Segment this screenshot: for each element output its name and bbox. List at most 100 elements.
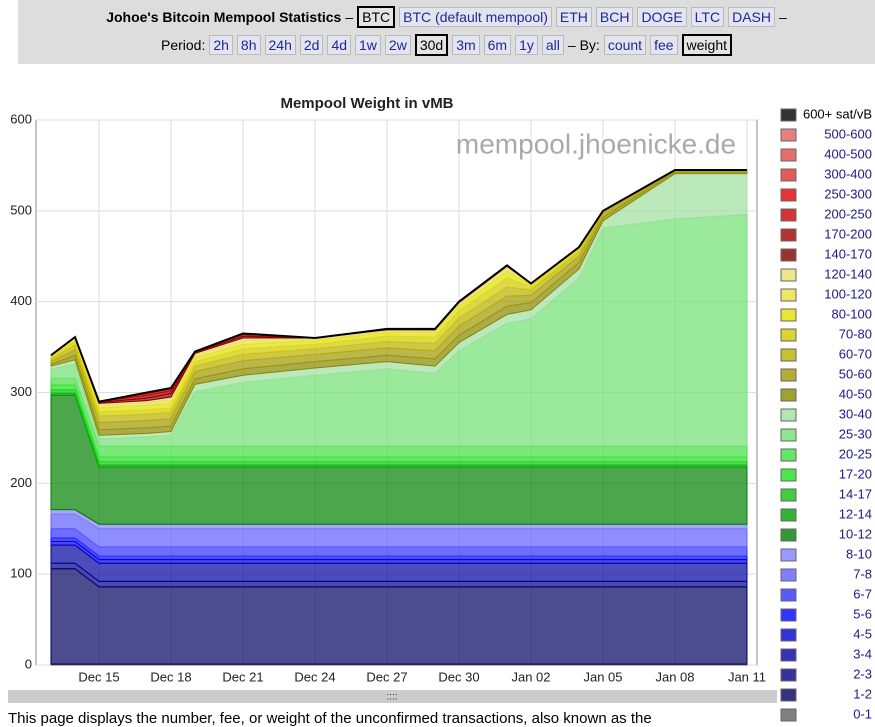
legend-swatch xyxy=(780,208,797,222)
legend-swatch xyxy=(780,268,797,282)
legend-swatch xyxy=(780,428,797,442)
legend-swatch xyxy=(780,488,797,502)
legend-label: 6-7 xyxy=(853,586,872,601)
legend-swatch xyxy=(780,248,797,262)
legend-label: 20-25 xyxy=(839,446,872,461)
legend-swatch xyxy=(780,388,797,402)
period-button[interactable]: 30d xyxy=(414,34,449,56)
legend-swatch xyxy=(780,608,797,622)
legend-label: 5-6 xyxy=(853,606,872,621)
coin-button[interactable]: BCH xyxy=(595,7,634,27)
period-button[interactable]: 24h xyxy=(264,35,296,55)
legend-label: 120-140 xyxy=(824,266,872,281)
by-label: – By: xyxy=(567,37,600,53)
resize-bar[interactable] xyxy=(8,690,777,703)
x-tick-label: Dec 15 xyxy=(78,669,119,684)
y-tick-label: 500 xyxy=(10,202,32,217)
x-tick-label: Dec 18 xyxy=(150,669,191,684)
separator: – xyxy=(779,9,787,25)
legend-swatch xyxy=(780,168,797,182)
legend-label: 140-170 xyxy=(824,246,872,261)
legend-label: 300-400 xyxy=(824,166,872,181)
legend-swatch xyxy=(780,128,797,142)
watermark: mempool.jhoenicke.de xyxy=(456,128,736,159)
legend-label: 250-300 xyxy=(824,186,872,201)
by-button[interactable]: fee xyxy=(650,35,678,55)
x-tick-label: Dec 24 xyxy=(294,669,335,684)
area xyxy=(50,168,747,403)
coin-button[interactable]: BTC (default mempool) xyxy=(399,7,552,27)
legend-label: 70-80 xyxy=(839,326,872,341)
page-title: Johoe's Bitcoin Mempool Statistics xyxy=(106,9,342,25)
legend-swatch xyxy=(780,448,797,462)
x-tick-label: Jan 05 xyxy=(583,669,622,684)
legend-swatch xyxy=(780,628,797,642)
legend-label: 500-600 xyxy=(824,126,872,141)
legend-swatch xyxy=(780,568,797,582)
coin-button[interactable]: DASH xyxy=(728,7,775,27)
coin-button[interactable]: ETH xyxy=(555,7,592,27)
legend-label: 3-4 xyxy=(853,646,872,661)
coin-button[interactable]: DOGE xyxy=(637,7,687,27)
legend-swatch xyxy=(780,668,797,682)
legend-swatch xyxy=(780,288,797,302)
chart-title: Mempool Weight in vMB xyxy=(280,95,453,112)
x-tick-label: Jan 02 xyxy=(511,669,550,684)
period-button[interactable]: 6m xyxy=(483,35,512,55)
period-row: Period: 2h 8h 24h 2d 4d 1w 2w 30d 3m 6m 1y all – By:… xyxy=(18,34,875,56)
legend-label: 600+ sat/vB xyxy=(803,106,872,121)
period-button[interactable]: 8h xyxy=(236,35,261,55)
legend-label: 2-3 xyxy=(853,666,872,681)
legend-swatch xyxy=(780,188,797,202)
coin-button[interactable]: BTC xyxy=(357,6,396,28)
legend-label: 8-10 xyxy=(846,546,872,561)
coin-button[interactable]: LTC xyxy=(690,7,725,27)
period-button[interactable]: 1w xyxy=(355,35,381,55)
legend-label: 80-100 xyxy=(832,306,872,321)
y-tick-label: 600 xyxy=(10,111,32,126)
legend-swatch xyxy=(780,348,797,362)
legend-label: 25-30 xyxy=(839,426,872,441)
legend-swatch xyxy=(780,548,797,562)
legend-swatch xyxy=(780,148,797,162)
legend-label: 40-50 xyxy=(839,386,872,401)
period-button[interactable]: 2w xyxy=(384,35,411,55)
legend-label: 12-14 xyxy=(839,506,872,521)
legend-swatch xyxy=(780,708,797,722)
header: Johoe's Bitcoin Mempool Statistics – BTC… xyxy=(18,0,875,64)
legend-swatch xyxy=(780,228,797,242)
period-label: Period: xyxy=(160,37,206,53)
legend-label: 7-8 xyxy=(853,566,872,581)
y-tick-label: 300 xyxy=(10,384,32,399)
period-button[interactable]: 2h xyxy=(209,35,233,55)
legend-swatch xyxy=(780,408,797,422)
x-tick-label: Dec 30 xyxy=(438,669,479,684)
legend-label: 170-200 xyxy=(824,226,872,241)
legend-swatch xyxy=(780,308,797,322)
footer-text: This page displays the number, fee, or w… xyxy=(8,710,652,727)
legend-label: 10-12 xyxy=(839,526,872,541)
resize-handle[interactable]: :::: xyxy=(386,692,397,703)
period-button[interactable]: 1y xyxy=(515,35,538,55)
legend-label: 17-20 xyxy=(839,466,872,481)
x-tick-label: Dec 27 xyxy=(366,669,407,684)
period-button[interactable]: 4d xyxy=(327,35,352,55)
legend-label: 4-5 xyxy=(853,626,872,641)
coin-row: Johoe's Bitcoin Mempool Statistics – BTC… xyxy=(18,6,875,28)
legend-label: 100-120 xyxy=(824,286,872,301)
legend-swatch xyxy=(780,648,797,662)
by-button[interactable]: count xyxy=(603,35,647,55)
legend-swatch xyxy=(780,468,797,482)
by-button[interactable]: weight xyxy=(681,34,732,56)
legend-swatch xyxy=(780,368,797,382)
y-tick-label: 100 xyxy=(10,566,32,581)
period-button[interactable]: 3m xyxy=(452,35,480,55)
y-tick-label: 0 xyxy=(25,656,32,671)
legend-swatch xyxy=(780,328,797,342)
legend-label: 0-1 xyxy=(853,706,872,721)
x-tick-label: Jan 08 xyxy=(655,669,694,684)
period-button[interactable]: 2d xyxy=(299,35,324,55)
legend-label: 30-40 xyxy=(839,406,872,421)
period-button[interactable]: all xyxy=(541,35,564,55)
